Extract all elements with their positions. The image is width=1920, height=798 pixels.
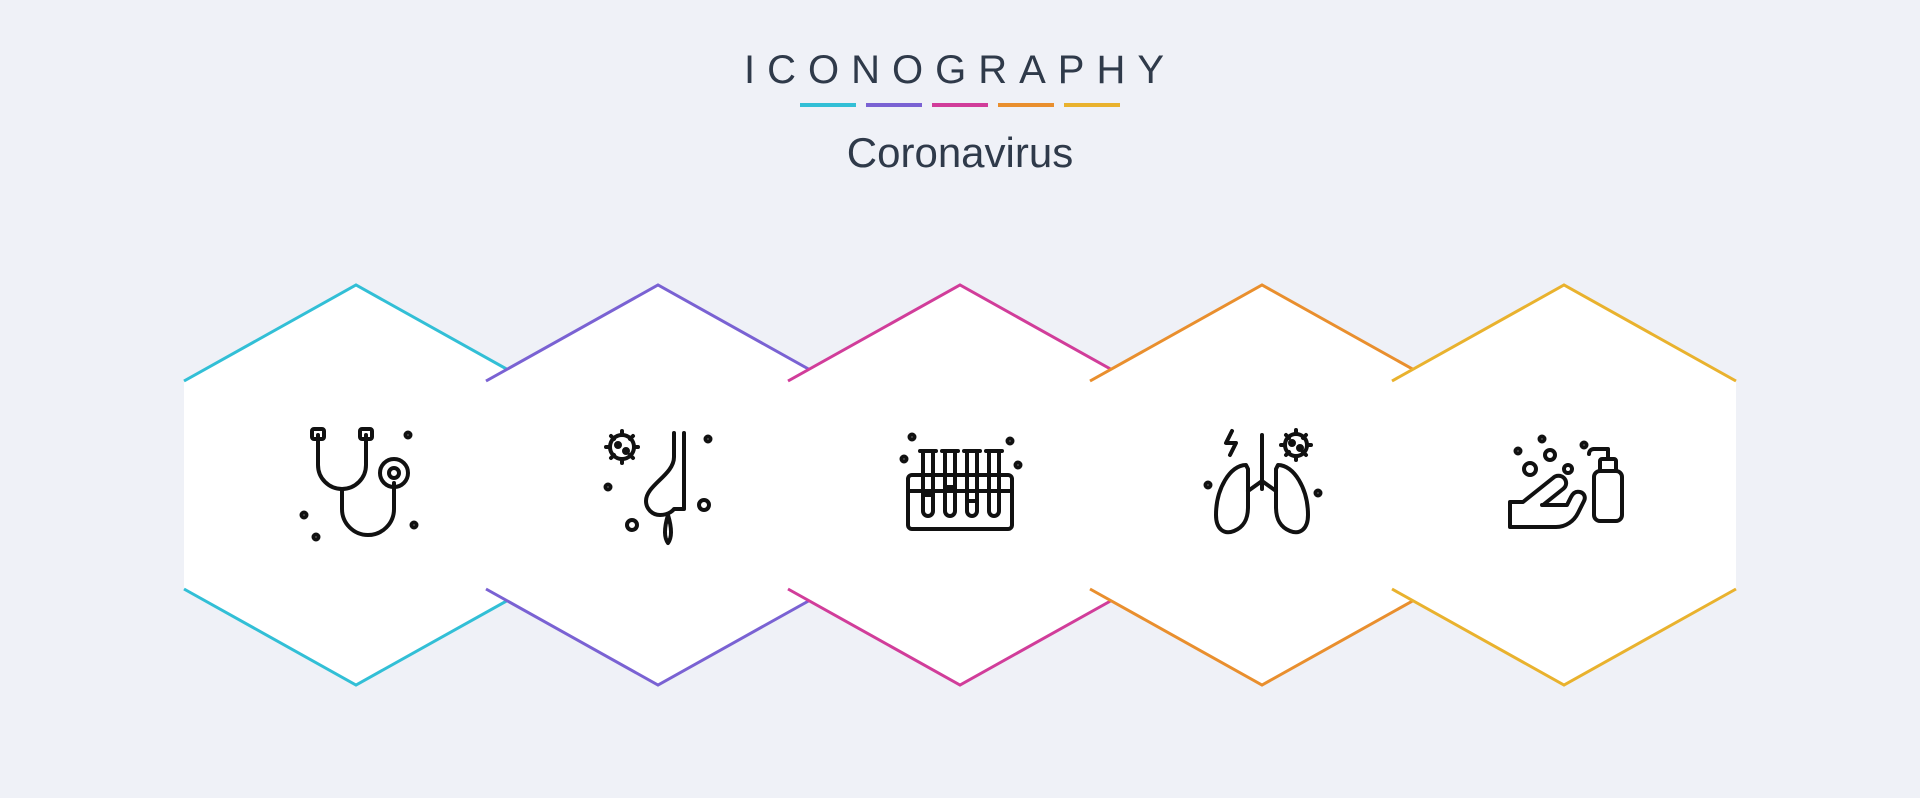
hand-wash-icon [1484, 405, 1644, 565]
underline-seg-3 [998, 103, 1054, 107]
stethoscope-icon [276, 405, 436, 565]
hex-row [0, 270, 1920, 700]
hex-tile-4 [1384, 277, 1744, 693]
lungs-virus-icon [1182, 405, 1342, 565]
underline-seg-4 [1064, 103, 1120, 107]
underline-seg-2 [932, 103, 988, 107]
underline-seg-0 [800, 103, 856, 107]
test-tubes-icon [880, 405, 1040, 565]
canvas: ICONOGRAPHY Coronavirus [0, 0, 1920, 798]
subtitle: Coronavirus [0, 129, 1920, 177]
underline-seg-1 [866, 103, 922, 107]
header: ICONOGRAPHY Coronavirus [0, 48, 1920, 177]
nose-virus-icon [578, 405, 738, 565]
brand-title: ICONOGRAPHY [0, 48, 1920, 93]
brand-underline [0, 103, 1920, 107]
